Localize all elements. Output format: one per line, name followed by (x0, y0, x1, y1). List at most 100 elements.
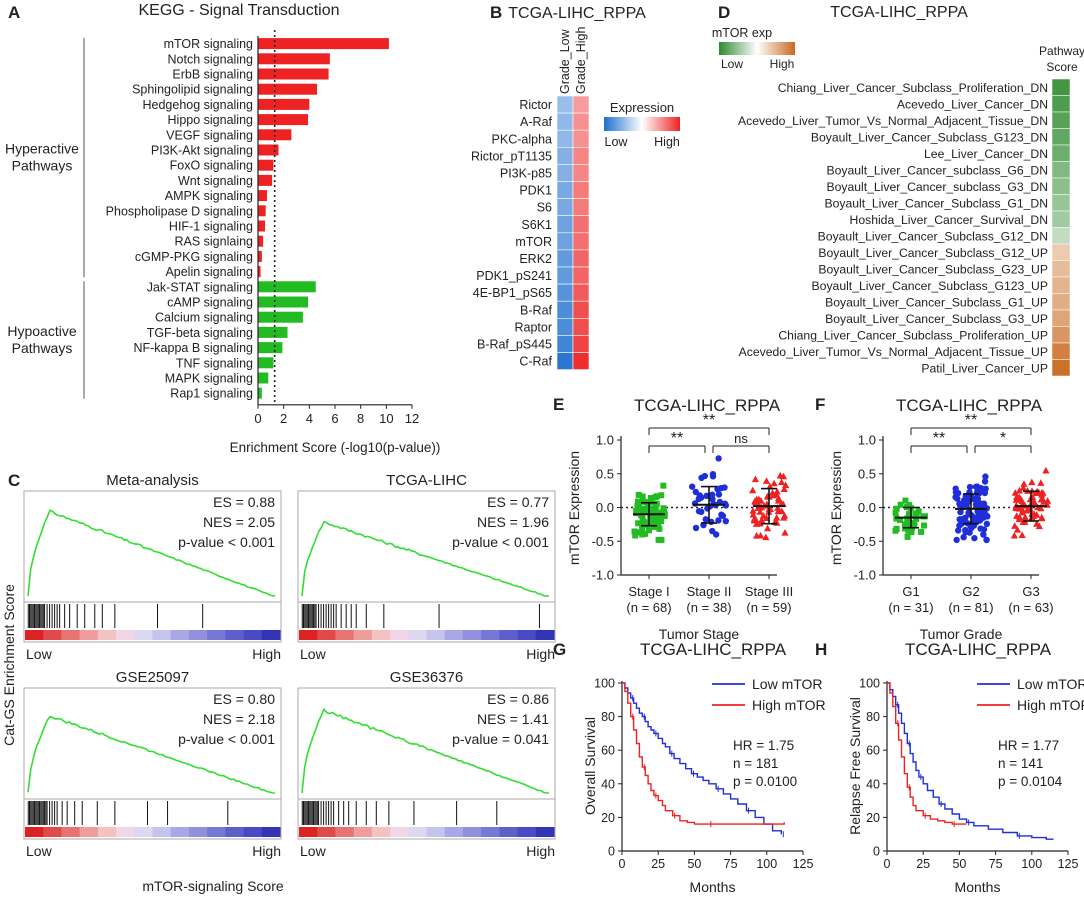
row-label: Rictor_pT1135 (471, 149, 552, 163)
heatmap-cell (572, 164, 590, 182)
tick-label: 20 (866, 811, 880, 825)
data-point (980, 531, 987, 538)
category-label: Hippo signaling (168, 113, 254, 127)
y-axis-title: Overall Survival (582, 717, 598, 815)
rank-strip (299, 630, 318, 640)
data-point (980, 526, 988, 533)
data-point (1042, 466, 1050, 474)
group-label: G3 (1022, 584, 1039, 599)
rank-strip (335, 827, 355, 837)
panel-label-h: H (815, 640, 827, 659)
tick-label: 0.5 (596, 466, 614, 481)
category-label: Sphingolipid signaling (132, 83, 253, 97)
chart-title: TCGA-LIHC_RPPA (508, 5, 646, 22)
row-label: C-Raf (519, 355, 552, 369)
data-point (648, 516, 655, 523)
x-axis-title: Tumor Stage (659, 626, 740, 642)
group-label: Hyperactive (5, 141, 79, 157)
row-label: Boyault_Liver_Cancer_Subclass_G12_DN (818, 229, 1048, 243)
data-point (653, 493, 660, 500)
rank-strip (535, 827, 555, 837)
rank-strip (97, 827, 117, 837)
tick-label: 125 (1058, 857, 1079, 871)
heatmap-cell (572, 95, 590, 114)
data-point (1015, 493, 1023, 501)
barcode-frame (23, 601, 282, 643)
tick-label: 50 (687, 857, 701, 871)
bar (258, 372, 269, 384)
category-label: VEGF signaling (166, 128, 253, 142)
rank-strip (353, 827, 373, 837)
category-label: Rap1 signaling (170, 387, 253, 401)
category-label: cGMP-PKG signaling (135, 250, 253, 264)
legend-label: High mTOR (1017, 697, 1084, 713)
nes-label: NES = 1.96 (477, 514, 549, 530)
row-label: Acevedo_Liver_Tumor_Vs_Normal_Adjacent_T… (739, 345, 1048, 359)
data-point (954, 527, 962, 534)
group-label: Pathways (12, 158, 73, 174)
row-label: PDK1_pS241 (476, 269, 552, 283)
data-point (655, 512, 662, 519)
rank-strip (426, 827, 446, 837)
heatmap-cell (1051, 210, 1071, 228)
rank-strip (170, 827, 190, 837)
data-point (1044, 497, 1052, 504)
data-point (641, 519, 648, 526)
x-axis-title: Tumor Grade (920, 626, 1003, 642)
sig-label: ** (933, 430, 945, 447)
nes-label: NES = 2.18 (203, 711, 275, 727)
tick-label: 8 (357, 411, 364, 426)
data-point (897, 501, 904, 508)
tick-label: 100 (756, 857, 777, 871)
heatmap-cell (556, 112, 574, 131)
legend-colorbar (604, 117, 680, 131)
bar (258, 387, 262, 399)
data-point (655, 520, 662, 527)
rank-strip (408, 630, 427, 640)
column-label: Score (1046, 60, 1078, 74)
legend-colorbar (719, 42, 795, 55)
heatmap-cell (572, 352, 590, 370)
heatmap-cell (556, 300, 574, 319)
y-axis-title: mTOR Expression (566, 451, 582, 565)
data-point (953, 536, 960, 544)
data-point (702, 516, 709, 523)
rank-strip (317, 827, 336, 837)
rank-strip (43, 827, 62, 837)
n-label: n = 181 (733, 756, 778, 771)
tick-label: 25 (916, 857, 930, 871)
data-point (634, 498, 641, 505)
heatmap-cell (1051, 111, 1071, 129)
data-point (709, 527, 716, 535)
bar (258, 98, 310, 110)
rank-strip (371, 630, 391, 640)
data-point (1030, 497, 1038, 505)
data-point (721, 484, 728, 491)
data-point (653, 500, 660, 507)
heatmap-cell (1051, 309, 1071, 327)
rank-strip (444, 630, 464, 640)
heatmap-cell (556, 249, 574, 268)
x-low-label: Low (26, 843, 53, 859)
bar (258, 250, 262, 262)
es-label: ES = 0.80 (213, 691, 275, 707)
data-point (908, 529, 915, 536)
data-point (715, 491, 723, 498)
p-value-label: p-value < 0.001 (178, 731, 275, 747)
y-axis-title: Relapse Free Survival (847, 697, 863, 835)
tick-label: 50 (952, 857, 966, 871)
row-label: mTOR (515, 235, 552, 249)
panel-label-f: F (815, 395, 825, 414)
column-label: Grade_High (574, 27, 588, 94)
data-point (756, 531, 765, 539)
rank-strip (188, 827, 208, 837)
data-point (971, 534, 978, 542)
data-point (645, 527, 652, 534)
enrichment-curve (301, 520, 549, 597)
heatmap-cell (1051, 342, 1071, 360)
data-point (756, 508, 764, 515)
x-high-label: High (526, 843, 555, 859)
y-axis-title: mTOR Expression (828, 451, 844, 565)
chart-title: TCGA-LIHC_RPPA (830, 4, 968, 21)
data-point (698, 474, 705, 482)
